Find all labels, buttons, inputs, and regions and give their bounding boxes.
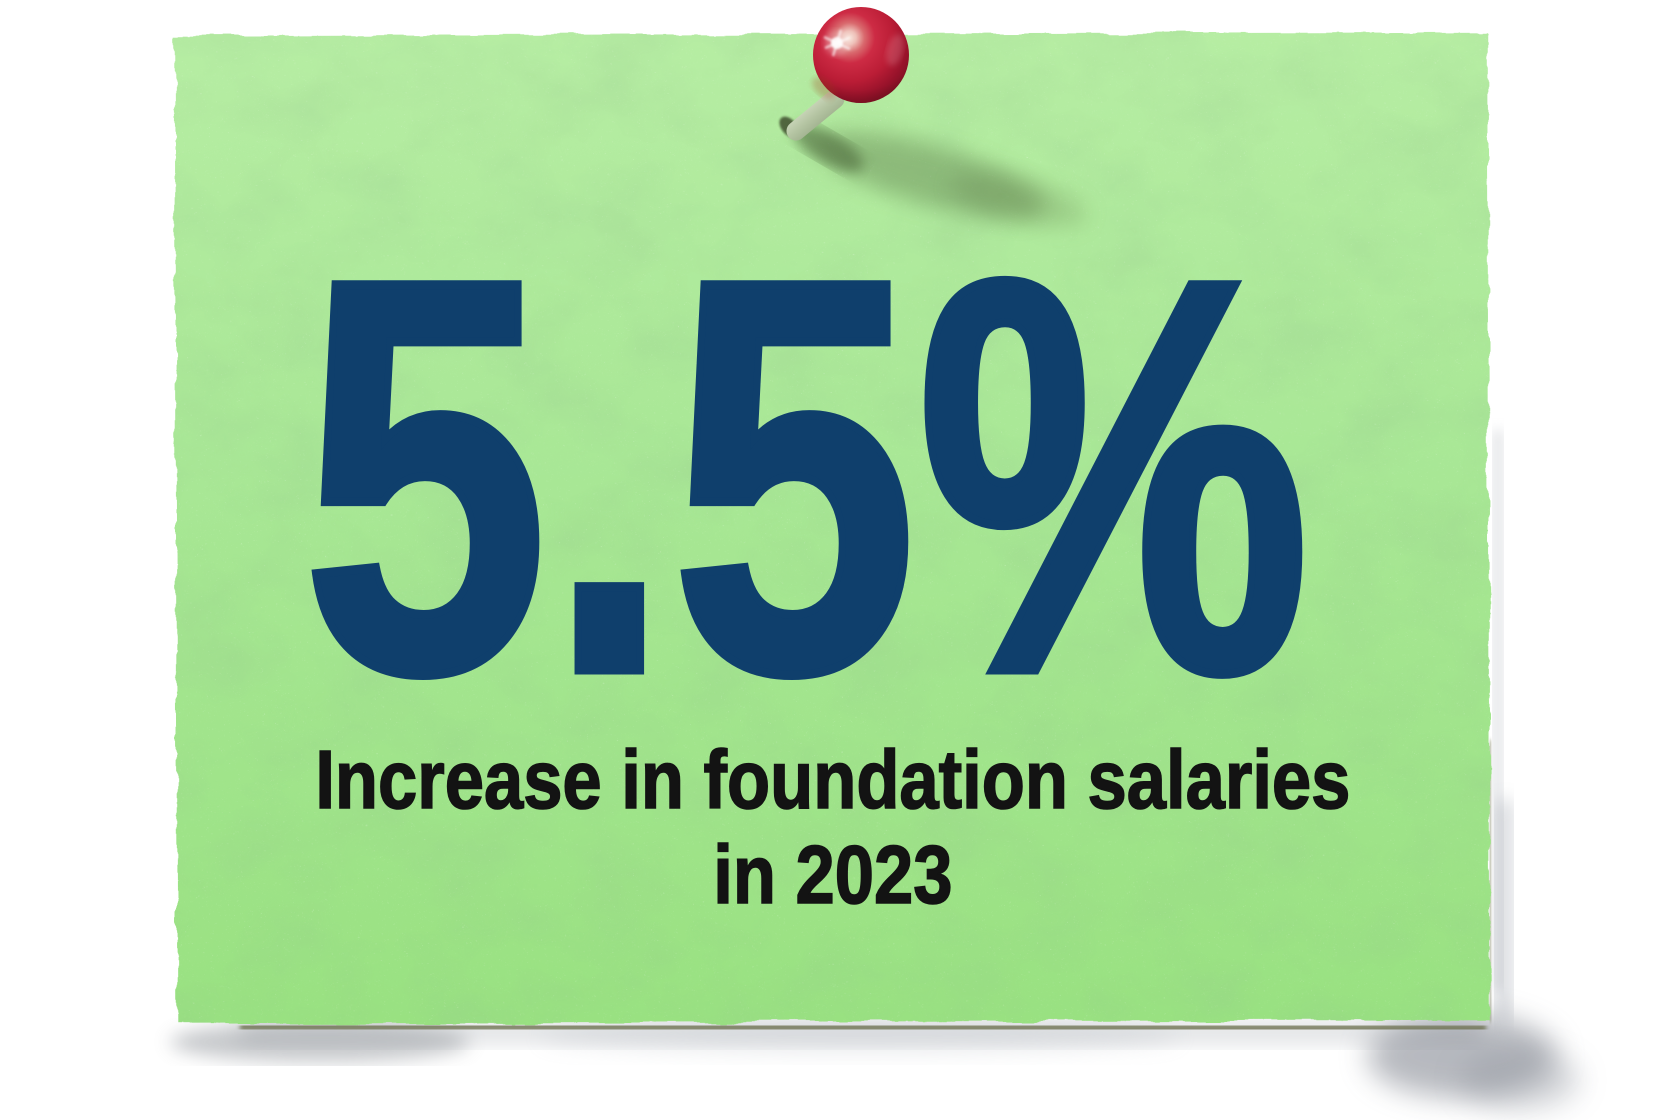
note-right-edge: [1487, 739, 1494, 1023]
pushpin-icon: [779, 7, 909, 141]
note-texture-fibers: [174, 32, 1491, 1024]
sticky-note: [174, 32, 1491, 1024]
pin-head-reflection: [812, 77, 836, 99]
pin-head-sheen: [886, 34, 904, 66]
note-bottom-edge: [239, 1020, 1487, 1035]
pin-shaft: [786, 89, 845, 141]
pin-shadow: [792, 124, 1089, 228]
pin-highlight: [823, 29, 851, 57]
note-shadow: [170, 430, 1580, 1110]
